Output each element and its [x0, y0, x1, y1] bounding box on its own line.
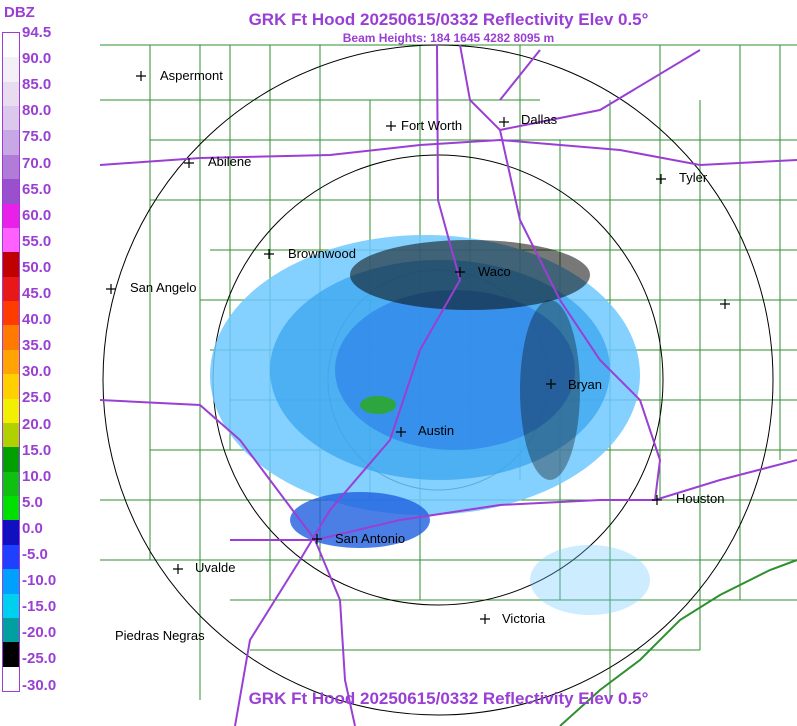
city-marker-abilene [184, 158, 194, 168]
legend-label: -30.0 [22, 676, 57, 694]
legend-label: -25.0 [22, 650, 57, 668]
legend-color-swatch [3, 203, 19, 229]
radar-echoes [210, 235, 650, 615]
city-label-aspermont: Aspermont [160, 68, 223, 83]
city-marker-aspermont [136, 71, 146, 81]
city-label-san-antonio: San Antonio [335, 531, 405, 546]
legend-label: -10.0 [22, 572, 57, 590]
legend-label: 75.0 [22, 128, 52, 146]
city-marker-san-angelo [106, 284, 116, 294]
legend-color-swatch [3, 301, 19, 326]
city-label-bryan: Bryan [568, 377, 602, 392]
legend-color-swatch [3, 398, 19, 424]
legend-label: -15.0 [22, 598, 57, 616]
legend-color-swatch [3, 57, 19, 83]
beam-heights: Beam Heights: 184 1645 4282 8095 m [342, 31, 555, 45]
legend-color-swatch [3, 544, 19, 570]
legend-color-swatch [3, 617, 19, 643]
city-label-dallas: Dallas [521, 112, 558, 127]
coastline [559, 559, 797, 726]
city-marker-san-antonio [312, 534, 322, 544]
legend-color-swatch [3, 154, 19, 180]
city-label-tyler: Tyler [679, 170, 708, 185]
legend-color-swatch [3, 276, 19, 302]
legend-label: 55.0 [22, 232, 52, 250]
legend-label: -20.0 [22, 624, 57, 642]
product-footer: GRK Ft Hood 20250615/0332 Reflectivity E… [248, 689, 649, 708]
city-label-fort-worth: Fort Worth [401, 118, 462, 133]
city-marker-waco [455, 267, 465, 277]
legend-color-swatch [3, 179, 19, 205]
city-markers [106, 71, 730, 624]
city-marker-uvalde [173, 564, 183, 574]
legend-label: 35.0 [22, 337, 52, 355]
city-marker-dallas [499, 117, 509, 127]
city-marker-brownwood [264, 249, 274, 259]
legend-color-swatch [3, 81, 19, 107]
legend-color-swatch [3, 471, 19, 497]
legend-color-swatch [3, 227, 19, 253]
legend-label: 45.0 [22, 285, 52, 302]
legend-label: 40.0 [22, 311, 52, 329]
city-marker-austin [396, 427, 406, 437]
city-label-waco: Waco [478, 264, 511, 279]
legend-color-swatch [3, 666, 19, 692]
city-label-brownwood: Brownwood [288, 246, 356, 261]
legend-label: 15.0 [22, 441, 52, 459]
legend-label: 60.0 [22, 206, 52, 224]
legend-label: 70.0 [22, 154, 52, 172]
city-marker-houston [652, 495, 662, 505]
city-label-abilene: Abilene [208, 154, 251, 169]
legend-color-swatch [3, 422, 19, 448]
highways [99, 44, 797, 726]
legend-label: 65.0 [22, 180, 52, 198]
legend-label: 85.0 [22, 76, 52, 94]
legend-label: 90.0 [22, 50, 52, 68]
city-label-houston: Houston [676, 491, 724, 506]
city-marker-victoria [480, 614, 490, 624]
city-labels: Aspermont Fort Worth Dallas Abilene Tyle… [115, 68, 724, 643]
city-label-victoria: Victoria [502, 611, 546, 626]
color-scale-bar [2, 32, 20, 692]
legend-label: -5.0 [22, 546, 48, 563]
legend-color-swatch [3, 130, 19, 156]
legend-color-swatch [3, 252, 19, 278]
legend-color-swatch [3, 593, 19, 619]
city-label-san-angelo: San Angelo [130, 280, 197, 295]
legend-color-swatch [3, 33, 19, 58]
city-label-piedras-negras: Piedras Negras [115, 628, 205, 643]
city-marker-fort-worth [386, 121, 396, 131]
product-title: GRK Ft Hood 20250615/0332 Reflectivity E… [248, 10, 649, 29]
legend-label: 0.0 [22, 519, 43, 537]
legend-color-swatch [3, 325, 19, 351]
legend-title: DBZ [4, 4, 35, 21]
legend-color-swatch [3, 642, 19, 668]
city-label-austin: Austin [418, 423, 454, 438]
legend-color-swatch [3, 374, 19, 400]
city-label-uvalde: Uvalde [195, 560, 235, 575]
legend-label: 50.0 [22, 258, 52, 276]
city-marker-tyler [656, 174, 666, 184]
legend-label: 94.5 [22, 24, 52, 41]
legend-label: 25.0 [22, 389, 52, 407]
city-marker-bryan [546, 379, 556, 389]
legend-label: 80.0 [22, 102, 52, 120]
legend-label: 10.0 [22, 467, 52, 485]
legend-color-swatch [3, 447, 19, 473]
legend-label: 5.0 [22, 493, 43, 511]
legend-color-swatch [3, 106, 19, 131]
city-marker-unnamed [720, 299, 730, 309]
legend-label: 20.0 [22, 415, 52, 433]
legend-color-swatch [3, 349, 19, 375]
legend-color-swatch [3, 520, 19, 546]
legend-color-swatch [3, 569, 19, 594]
legend-color-swatch [3, 496, 19, 521]
legend-label: 30.0 [22, 363, 52, 381]
